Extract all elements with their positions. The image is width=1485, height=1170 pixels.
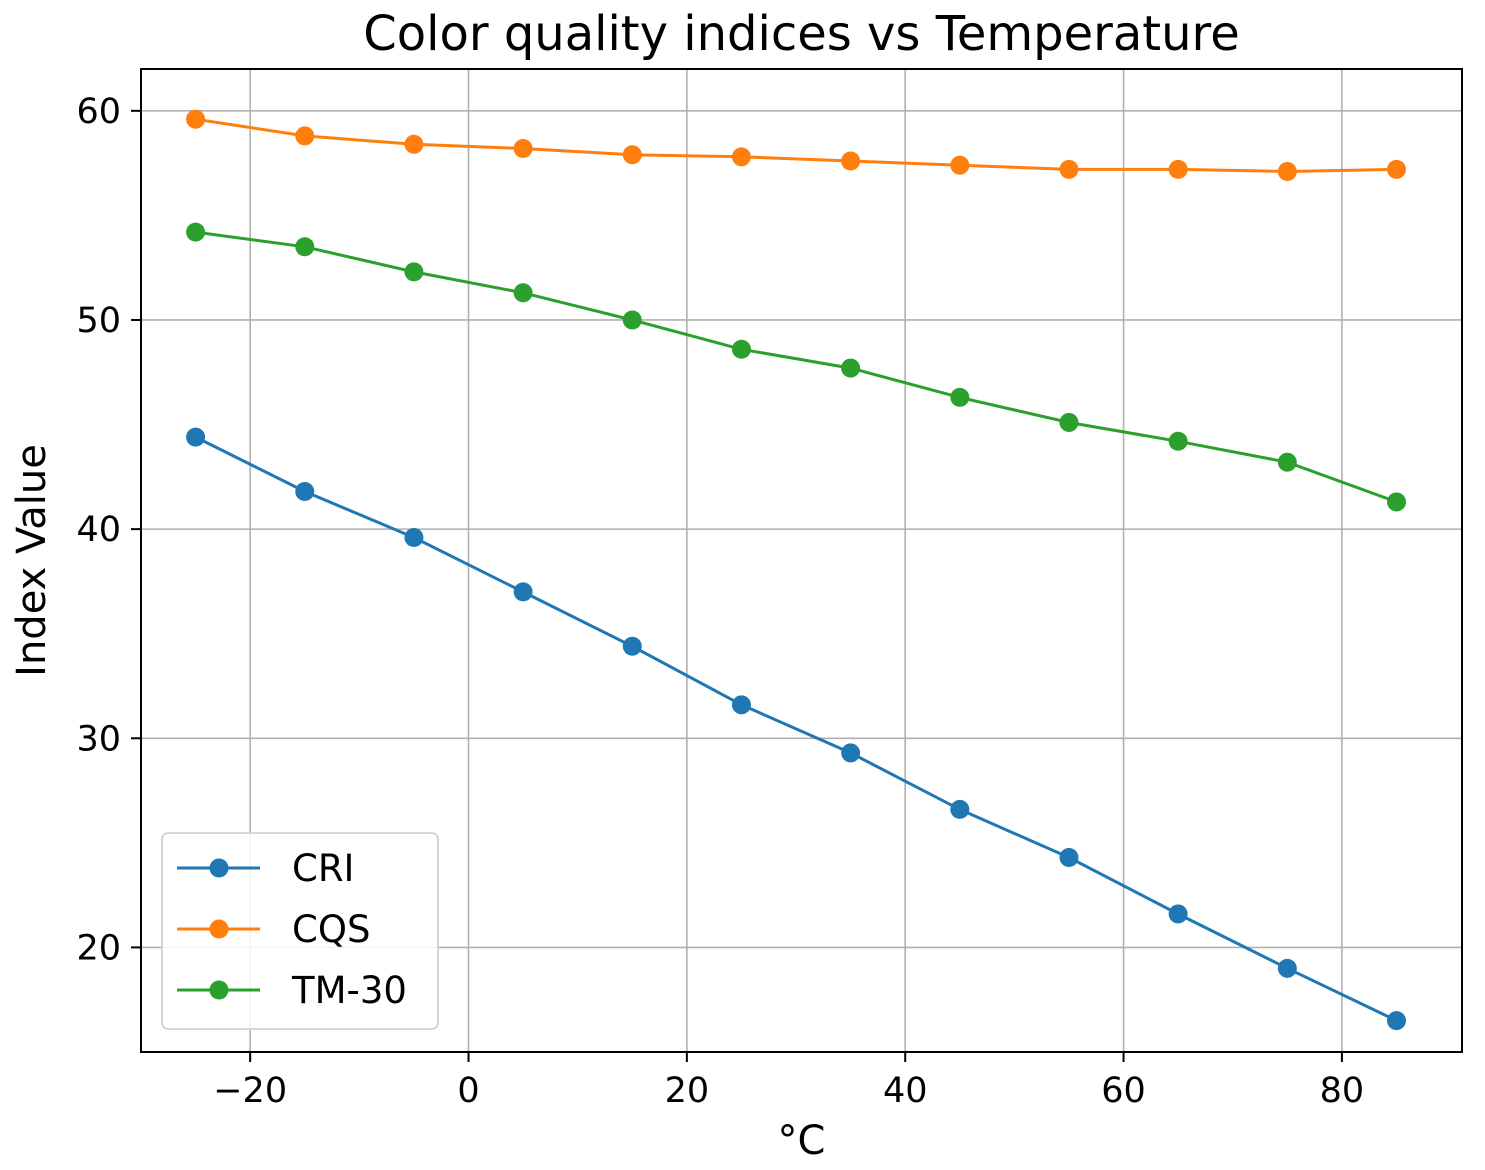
x-tick-label: 40 <box>883 1071 928 1111</box>
data-point-cri <box>1386 1011 1406 1031</box>
data-point-cri <box>950 799 970 819</box>
data-point-cri <box>513 582 533 602</box>
legend-box <box>161 832 439 1030</box>
data-point-cqs <box>841 151 861 171</box>
data-point-tm-30 <box>622 310 642 330</box>
plot-frame <box>140 68 1463 1053</box>
y-tick-label: 30 <box>76 719 121 759</box>
data-point-cri <box>1277 958 1297 978</box>
y-tick-label: 20 <box>76 928 121 968</box>
legend-item-tm-30: TM-30 <box>177 969 407 1012</box>
series-tm-30 <box>186 222 1406 512</box>
data-point-tm-30 <box>841 358 861 378</box>
y-tick-label: 60 <box>76 92 121 132</box>
x-tick-label: 80 <box>1320 1071 1365 1111</box>
series-line-cri <box>194 435 1398 1022</box>
data-point-cqs <box>404 134 424 154</box>
data-point-cqs <box>622 145 642 165</box>
legend-item-cqs: CQS <box>177 908 370 951</box>
data-point-tm-30 <box>1277 452 1297 472</box>
legend-label: CQS <box>292 908 370 951</box>
data-point-cri <box>1059 847 1079 867</box>
data-point-cqs <box>1059 159 1079 179</box>
data-point-cqs <box>513 138 533 158</box>
x-tick-label: 20 <box>665 1071 710 1111</box>
data-point-tm-30 <box>1386 492 1406 512</box>
x-axis-label: °C <box>778 1118 826 1164</box>
data-point-tm-30 <box>731 339 751 359</box>
chart-title: Color quality indices vs Temperature <box>363 6 1240 62</box>
data-point-cqs <box>731 147 751 167</box>
series-cri <box>186 427 1406 1031</box>
data-point-cqs <box>295 126 315 146</box>
series-line-cqs <box>195 117 1397 174</box>
data-point-tm-30 <box>295 237 315 257</box>
data-point-cri <box>186 427 206 447</box>
x-tick-label: −20 <box>213 1071 287 1111</box>
series-line-tm-30 <box>195 230 1398 504</box>
legend: CRI CQS TM-30 <box>161 832 439 1030</box>
legend-marker <box>209 858 229 878</box>
y-axis-label: Index Value <box>9 444 55 677</box>
legend-marker <box>209 980 229 1000</box>
data-point-tm-30 <box>950 387 970 407</box>
data-point-cri <box>731 695 751 715</box>
legend-label: TM-30 <box>291 969 407 1012</box>
data-point-cqs <box>950 155 970 175</box>
x-tick-label: 0 <box>457 1071 479 1111</box>
data-point-cqs <box>1386 159 1406 179</box>
data-point-cri <box>841 743 861 763</box>
data-point-cqs <box>186 109 206 129</box>
data-point-tm-30 <box>513 283 533 303</box>
data-point-tm-30 <box>186 222 206 242</box>
y-tick-label: 40 <box>76 510 121 550</box>
legend-item-cri: CRI <box>177 847 354 890</box>
legend-marker <box>209 919 229 939</box>
data-point-cri <box>404 527 424 547</box>
data-point-cri <box>295 481 315 501</box>
data-point-cri <box>1168 904 1188 924</box>
series-cqs <box>186 109 1406 181</box>
series-layer <box>186 109 1406 1031</box>
grid <box>141 69 1462 1052</box>
y-tick-label: 50 <box>76 301 121 341</box>
data-point-cqs <box>1277 161 1297 181</box>
data-point-tm-30 <box>1168 431 1188 451</box>
legend-label: CRI <box>292 847 354 890</box>
data-point-cqs <box>1168 159 1188 179</box>
data-point-tm-30 <box>1059 412 1079 432</box>
ticks: −20 0 20 40 60 80 20 30 40 50 60 <box>76 92 1364 1111</box>
x-tick-label: 60 <box>1101 1071 1146 1111</box>
data-point-cri <box>622 636 642 656</box>
data-point-tm-30 <box>404 262 424 282</box>
